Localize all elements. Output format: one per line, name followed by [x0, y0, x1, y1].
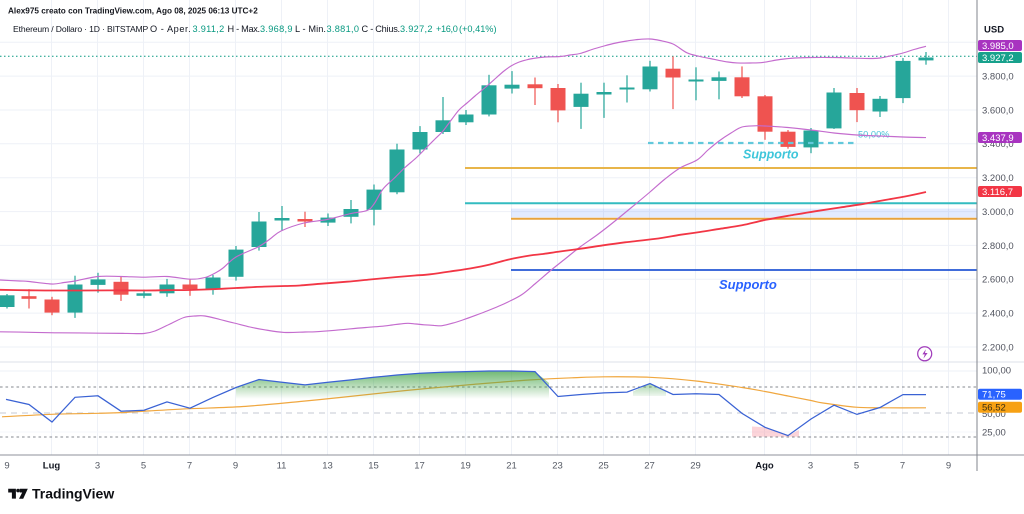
svg-text:Ago: Ago: [755, 461, 774, 472]
svg-text:7: 7: [900, 461, 905, 472]
svg-text:50,00: 50,00: [982, 409, 1006, 420]
svg-text:9: 9: [4, 461, 9, 472]
svg-text:3.200,0: 3.200,0: [982, 173, 1014, 184]
svg-text:3.116,7: 3.116,7: [982, 187, 1013, 198]
svg-text:25: 25: [598, 461, 609, 472]
svg-text:TradingView: TradingView: [32, 486, 114, 502]
svg-text:100,00: 100,00: [982, 366, 1011, 377]
svg-text:17: 17: [414, 461, 425, 472]
svg-text:9: 9: [233, 461, 238, 472]
svg-text:19: 19: [460, 461, 471, 472]
svg-text:5: 5: [854, 461, 859, 472]
svg-text:2.200,0: 2.200,0: [982, 342, 1014, 353]
svg-text:50,00%: 50,00%: [858, 129, 890, 139]
svg-text:5: 5: [141, 461, 146, 472]
svg-text:7: 7: [187, 461, 192, 472]
svg-text:23: 23: [552, 461, 563, 472]
svg-text:3.985,0: 3.985,0: [982, 41, 1014, 52]
svg-text:21: 21: [506, 461, 517, 472]
svg-text:29: 29: [690, 461, 701, 472]
svg-text:2.600,0: 2.600,0: [982, 275, 1014, 286]
svg-text:25,00: 25,00: [982, 427, 1006, 438]
svg-text:3.000,0: 3.000,0: [982, 207, 1014, 218]
svg-text:9: 9: [946, 461, 951, 472]
svg-text:Supporto: Supporto: [719, 277, 777, 292]
svg-text:Lug: Lug: [43, 461, 61, 472]
svg-text:USD: USD: [984, 24, 1004, 35]
svg-text:3.600,0: 3.600,0: [982, 105, 1014, 116]
svg-text:27: 27: [644, 461, 655, 472]
svg-text:11: 11: [277, 461, 287, 472]
svg-text:13: 13: [322, 461, 333, 472]
svg-text:Alex975 creato con TradingView: Alex975 creato con TradingView.com, Ago …: [8, 7, 258, 16]
svg-text:3.927,2: 3.927,2: [982, 53, 1014, 64]
svg-text:Supporto: Supporto: [743, 148, 799, 162]
svg-text:Ethereum / Dollaro · 1D · BITS: Ethereum / Dollaro · 1D · BITSTAMP O - Ap…: [13, 24, 497, 34]
svg-text:3.437,9: 3.437,9: [982, 133, 1014, 144]
svg-text:2.400,0: 2.400,0: [982, 309, 1014, 320]
svg-text:56,52: 56,52: [982, 403, 1006, 414]
svg-text:3: 3: [95, 461, 100, 472]
svg-text:3: 3: [808, 461, 813, 472]
svg-text:71,75: 71,75: [982, 390, 1006, 401]
svg-text:3.400,0: 3.400,0: [982, 139, 1014, 150]
svg-text:15: 15: [368, 461, 379, 472]
svg-text:3.800,0: 3.800,0: [982, 72, 1014, 83]
svg-text:2.800,0: 2.800,0: [982, 241, 1014, 252]
